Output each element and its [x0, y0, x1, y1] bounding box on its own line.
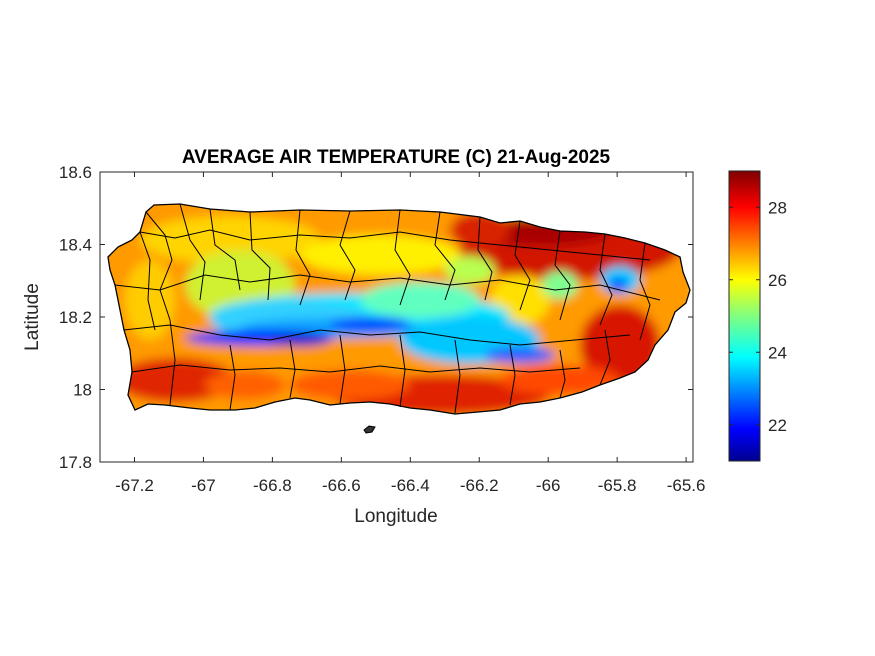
municipality-boundary [514, 220, 531, 311]
chart-title: AVERAGE AIR TEMPERATURE (C) 21-Aug-2025 [182, 147, 611, 168]
heat-blob [115, 358, 235, 402]
y-tick-label: 18.6 [59, 163, 92, 182]
municipality-boundary [399, 334, 406, 408]
municipality-boundary [295, 209, 311, 306]
colorbar: 22 24 26 28 [728, 170, 787, 462]
colorbar-tick-label: 22 [768, 416, 787, 435]
x-tick-label: -66 [536, 476, 561, 495]
map-plot-area: -67.2 -67 -66.8 -66.6 -66.4 -66.2 -66 -65.8 -65.… [59, 163, 706, 495]
colorbar-gradient [728, 170, 761, 462]
x-tick-label: -66.8 [253, 476, 292, 495]
x-tick-label: -67 [191, 476, 216, 495]
island-coastline [107, 203, 691, 415]
x-tick-label: -65.6 [667, 476, 706, 495]
municipality-boundaries [114, 203, 661, 414]
municipality-boundary [114, 274, 661, 301]
municipality-boundary [131, 364, 581, 373]
y-axis-label: Latitude [22, 283, 43, 351]
y-tick-label: 18.4 [59, 236, 92, 255]
x-tick-label: -65.8 [598, 476, 637, 495]
municipality-boundary [339, 210, 356, 301]
heat-blob [290, 370, 410, 400]
y-tick-label: 17.8 [59, 453, 92, 472]
municipality-boundary [145, 211, 173, 321]
temperature-heatmap [108, 204, 690, 414]
heat-blob [485, 347, 555, 363]
y-tick-label: 18 [73, 381, 92, 400]
heat-blob [542, 271, 578, 299]
colorbar-tick-label: 26 [768, 271, 787, 290]
heat-blob [330, 317, 410, 331]
municipality-boundary [559, 349, 566, 399]
municipality-boundary [394, 209, 411, 306]
x-axis-ticks: -67.2 -67 -66.8 -66.6 -66.4 -66.2 -66 -65.8 -65.… [115, 172, 705, 495]
municipality-boundary [139, 231, 156, 331]
caja-de-muertos-island [363, 425, 376, 434]
municipality-boundary [209, 208, 241, 291]
colorbar-tick-label: 28 [768, 198, 787, 217]
municipality-boundary [289, 339, 296, 399]
x-tick-label: -66.2 [460, 476, 499, 495]
municipality-boundary [639, 242, 651, 341]
colorbar-tick-label: 24 [768, 343, 787, 362]
y-axis-ticks: 17.8 18 18.2 18.4 18.6 [59, 163, 693, 472]
municipality-boundary [599, 329, 611, 386]
colorbar-ticks: 22 24 26 28 [729, 198, 787, 435]
municipality-boundary [229, 344, 236, 411]
heat-blob [360, 282, 480, 318]
heat-blob [270, 334, 330, 346]
y-tick-label: 18.2 [59, 308, 92, 327]
municipality-boundary [179, 203, 206, 301]
municipality-boundary [249, 211, 271, 301]
x-tick-label: -66.4 [391, 476, 430, 495]
municipality-boundary [477, 216, 493, 301]
municipality-boundary [509, 344, 516, 406]
municipality-boundary [139, 229, 651, 261]
municipality-boundary [599, 233, 613, 326]
heat-blob [125, 260, 175, 340]
heat-blob [205, 371, 285, 399]
municipality-boundary [169, 319, 176, 406]
x-tick-label: -67.2 [115, 476, 154, 495]
heat-blob [445, 256, 495, 284]
x-axis-label: Longitude [354, 506, 437, 527]
municipality-boundary [123, 324, 631, 346]
heat-blob [140, 216, 320, 264]
municipality-boundary [554, 230, 571, 321]
municipality-boundary [454, 339, 461, 414]
municipality-boundary [339, 334, 346, 405]
x-tick-label: -66.6 [322, 476, 361, 495]
